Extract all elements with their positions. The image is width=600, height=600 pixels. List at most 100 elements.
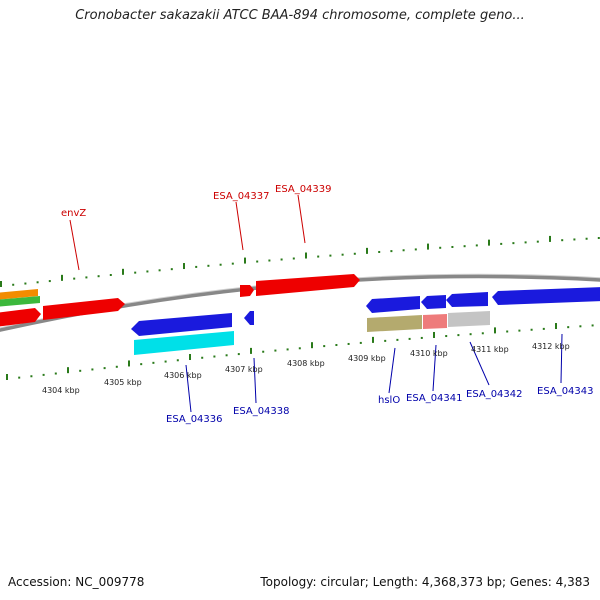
- scale-label: 4305 kbp: [104, 378, 142, 387]
- minor-tick: [329, 254, 332, 257]
- minor-tick: [73, 277, 76, 280]
- scale-labels: 4304 kbp 4305 kbp 4306 kbp 4307 kbp 4308…: [42, 342, 570, 395]
- minor-tick: [317, 255, 320, 258]
- minor-tick: [591, 324, 594, 327]
- minor-tick: [469, 333, 472, 336]
- minor-tick: [24, 282, 27, 285]
- major-tick: [427, 243, 429, 250]
- minor-tick: [54, 372, 57, 375]
- scale-label: 4309 kbp: [348, 354, 386, 363]
- gene-feature-green[interactable]: [0, 296, 40, 307]
- gene-feature-cyan[interactable]: [134, 331, 234, 355]
- major-tick: [122, 268, 124, 275]
- minor-tick: [207, 264, 210, 267]
- major-tick: [366, 247, 368, 254]
- gene-label[interactable]: ESA_04343: [537, 386, 594, 397]
- forward-genes: [0, 274, 360, 327]
- gene-label[interactable]: ESA_04338: [233, 406, 290, 417]
- minor-tick: [30, 375, 33, 378]
- minor-tick: [103, 367, 106, 370]
- minor-tick: [518, 329, 521, 332]
- gene-feature-esa-04342-blue[interactable]: [446, 292, 488, 307]
- outer-tick-marks: [0, 235, 600, 287]
- gene-label[interactable]: ESA_04336: [166, 414, 223, 425]
- minor-tick: [451, 245, 454, 248]
- minor-tick: [359, 341, 362, 344]
- minor-tick: [561, 239, 564, 242]
- minor-tick: [12, 283, 15, 286]
- gene-label[interactable]: ESA_04339: [275, 184, 332, 195]
- gene-label[interactable]: ESA_04341: [406, 393, 463, 404]
- minor-tick: [36, 281, 39, 284]
- minor-tick: [256, 260, 259, 263]
- minor-tick: [91, 368, 94, 371]
- gene-feature-esa-04341[interactable]: [423, 314, 447, 329]
- major-tick: [549, 235, 551, 242]
- gene-feature-esa-04341-blue[interactable]: [421, 295, 446, 309]
- minor-tick: [445, 335, 448, 338]
- minor-tick: [524, 241, 527, 244]
- minor-tick: [384, 339, 387, 342]
- minor-tick: [579, 325, 582, 328]
- minor-tick: [408, 337, 411, 340]
- minor-tick: [231, 262, 234, 265]
- minor-tick: [170, 268, 173, 271]
- gene-label[interactable]: envZ: [61, 208, 86, 219]
- scale-label: 4306 kbp: [164, 371, 202, 380]
- minor-tick: [353, 252, 356, 255]
- scale-label: 4304 kbp: [42, 386, 80, 395]
- minor-tick: [268, 259, 271, 262]
- gene-feature-envz-region[interactable]: [0, 308, 41, 327]
- minor-tick: [341, 253, 344, 256]
- major-tick: [67, 367, 69, 374]
- gene-feature-envz[interactable]: [43, 298, 125, 320]
- gene-label[interactable]: ESA_04342: [466, 389, 523, 400]
- gene-feature-esa-04338[interactable]: [244, 311, 254, 325]
- minor-tick: [463, 245, 466, 248]
- minor-tick: [115, 365, 118, 368]
- minor-tick: [457, 334, 460, 337]
- minor-tick: [512, 242, 515, 245]
- minor-tick: [542, 327, 545, 330]
- gene-feature-esa-04336[interactable]: [131, 313, 232, 336]
- minor-tick: [219, 263, 222, 266]
- minor-tick: [140, 363, 143, 366]
- gene-label[interactable]: hslO: [378, 395, 400, 406]
- minor-tick: [585, 237, 588, 240]
- minor-tick: [134, 271, 137, 274]
- minor-tick: [213, 355, 216, 358]
- major-tick: [6, 374, 8, 380]
- minor-tick: [573, 238, 576, 241]
- minor-tick: [237, 353, 240, 356]
- minor-tick: [18, 376, 21, 379]
- minor-tick: [530, 328, 533, 331]
- minor-tick: [335, 344, 338, 347]
- gene-feature-esa-04342[interactable]: [448, 311, 490, 327]
- minor-tick: [506, 330, 509, 333]
- minor-tick: [402, 249, 405, 252]
- major-tick: [305, 252, 307, 259]
- gene-feature-orange[interactable]: [0, 289, 38, 300]
- major-tick: [555, 323, 557, 330]
- scale-label: 4307 kbp: [225, 365, 263, 374]
- minor-tick: [396, 338, 399, 341]
- major-tick: [61, 274, 63, 281]
- minor-tick: [292, 257, 295, 260]
- gene-feature-hslo[interactable]: [367, 315, 422, 332]
- major-tick: [250, 347, 252, 354]
- map-title: Cronobacter sakazakii ATCC BAA-894 chrom…: [75, 8, 525, 23]
- gene-feature-esa-04337[interactable]: [240, 285, 254, 297]
- label-leader-lines: [69, 194, 563, 413]
- major-tick: [128, 360, 130, 367]
- minor-tick: [109, 274, 112, 277]
- gene-label[interactable]: ESA_04337: [213, 191, 270, 202]
- major-tick: [0, 281, 2, 287]
- gene-feature-esa-04343[interactable]: [492, 287, 600, 305]
- gene-feature-hslo-blue[interactable]: [366, 296, 420, 313]
- major-tick: [372, 336, 374, 343]
- gene-feature-esa-04339[interactable]: [256, 274, 360, 296]
- minor-tick: [347, 342, 350, 345]
- major-tick: [433, 331, 435, 338]
- minor-tick: [152, 361, 155, 364]
